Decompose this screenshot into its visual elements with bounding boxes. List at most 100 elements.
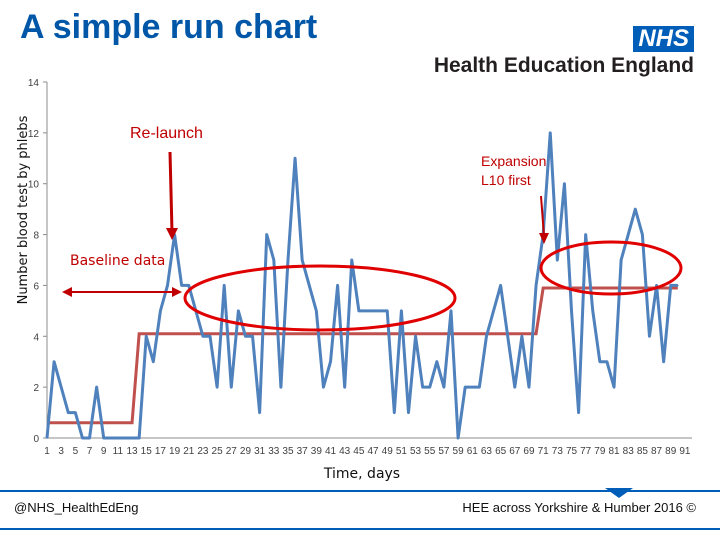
annotations: Re-launch Expansion L10 first Baseline d…	[62, 125, 683, 332]
data-point	[521, 335, 523, 338]
x-tick-label: 71	[538, 446, 550, 457]
x-tick-label: 91	[679, 446, 691, 457]
y-tick-label: 10	[28, 180, 40, 191]
data-point	[159, 310, 162, 312]
x-tick-label: 7	[87, 446, 93, 457]
data-point	[620, 259, 622, 261]
data-point	[492, 310, 495, 312]
data-point	[393, 411, 396, 414]
data-point	[443, 386, 445, 388]
data-point	[336, 284, 339, 287]
data-point	[556, 259, 559, 261]
data-point	[407, 411, 410, 414]
data-point	[273, 259, 275, 261]
x-tick-label: 81	[608, 446, 620, 457]
data-point	[400, 310, 403, 312]
data-point	[506, 335, 509, 338]
data-point	[514, 386, 516, 388]
data-point	[478, 386, 481, 388]
x-tick-label: 65	[495, 446, 507, 457]
data-point	[591, 310, 594, 312]
data-point	[280, 386, 282, 388]
data-point	[287, 259, 289, 261]
data-point	[308, 284, 311, 287]
data-point	[641, 233, 644, 236]
y-tick-label: 4	[33, 332, 39, 343]
x-tick-label: 29	[240, 446, 252, 457]
x-tick-label: 43	[339, 446, 351, 457]
data-point	[237, 310, 240, 312]
x-tick-label: 51	[396, 446, 408, 457]
x-tick-label: 39	[311, 446, 323, 457]
x-tick-labels: 1 3 5 7 9 11 13 15 17 19 21 23 25 27 29 31 33 35 37 39 41 43 4…	[44, 446, 691, 457]
y-axis-label: Number blood test by phlebs	[16, 115, 31, 304]
x-axis-label: Time, days	[323, 466, 400, 482]
annotation-baseline: Baseline data	[70, 253, 165, 269]
data-point	[599, 360, 601, 363]
data-point	[414, 335, 417, 338]
data-point	[471, 386, 474, 388]
x-tick-label: 15	[141, 446, 153, 457]
x-tick-label: 25	[212, 446, 224, 457]
data-point	[131, 437, 133, 439]
data-point	[372, 310, 374, 312]
data-point	[244, 335, 247, 338]
x-tick-label: 89	[665, 446, 677, 457]
expansion-arrow	[540, 195, 545, 237]
relaunch-arrow	[168, 151, 174, 233]
data-point	[46, 437, 48, 439]
data-point	[464, 386, 466, 388]
data-point	[202, 335, 204, 338]
x-tick-label: 73	[552, 446, 564, 457]
footer-notch	[605, 488, 633, 498]
x-tick-label: 41	[325, 446, 337, 457]
data-point	[584, 233, 587, 236]
data-point	[258, 411, 261, 414]
data-point	[315, 310, 318, 312]
data-point	[485, 335, 488, 338]
data-point	[648, 335, 651, 338]
x-tick-label: 75	[566, 446, 578, 457]
y-tick-label: 6	[33, 281, 39, 292]
data-point	[350, 259, 353, 261]
x-tick-label: 85	[637, 446, 649, 457]
annotation-expansion-line2: L10 first	[481, 172, 531, 188]
x-tick-label: 59	[453, 446, 465, 457]
data-point	[152, 360, 155, 363]
page-title: A simple run chart	[20, 8, 318, 46]
x-tick-label: 19	[169, 446, 181, 457]
data-point	[563, 182, 566, 185]
data-point	[209, 335, 211, 338]
data-point	[95, 386, 98, 388]
highlight-ellipse-expansion	[539, 240, 683, 296]
y-tick-label: 14	[28, 78, 40, 89]
data-point	[450, 310, 452, 312]
x-tick-label: 3	[58, 446, 64, 457]
data-point	[60, 386, 62, 388]
footer-copyright: HEE across Yorkshire & Humber 2016 ©	[462, 500, 696, 515]
data-point	[499, 284, 502, 287]
data-point	[187, 284, 190, 287]
data-point	[322, 386, 325, 388]
y-tick-label: 8	[33, 231, 39, 242]
baseline-arrowhead-right	[172, 287, 182, 297]
relaunch-arrowhead	[166, 228, 178, 240]
data-point	[677, 284, 679, 287]
x-tick-label: 13	[126, 446, 138, 457]
x-tick-label: 35	[282, 446, 294, 457]
data-point	[265, 233, 268, 236]
data-point	[634, 208, 637, 210]
series-polyline	[45, 131, 678, 440]
data-point	[88, 437, 91, 439]
x-tick-label: 53	[410, 446, 422, 457]
data-point	[223, 284, 225, 287]
data-point	[216, 386, 218, 388]
y-tick-label: 0	[33, 434, 39, 445]
data-point	[329, 360, 332, 363]
data-point	[577, 411, 580, 414]
data-point	[230, 386, 233, 388]
x-tick-label: 9	[101, 446, 107, 457]
data-point	[67, 411, 70, 414]
data-point	[627, 233, 630, 236]
x-tick-label: 27	[226, 446, 238, 457]
